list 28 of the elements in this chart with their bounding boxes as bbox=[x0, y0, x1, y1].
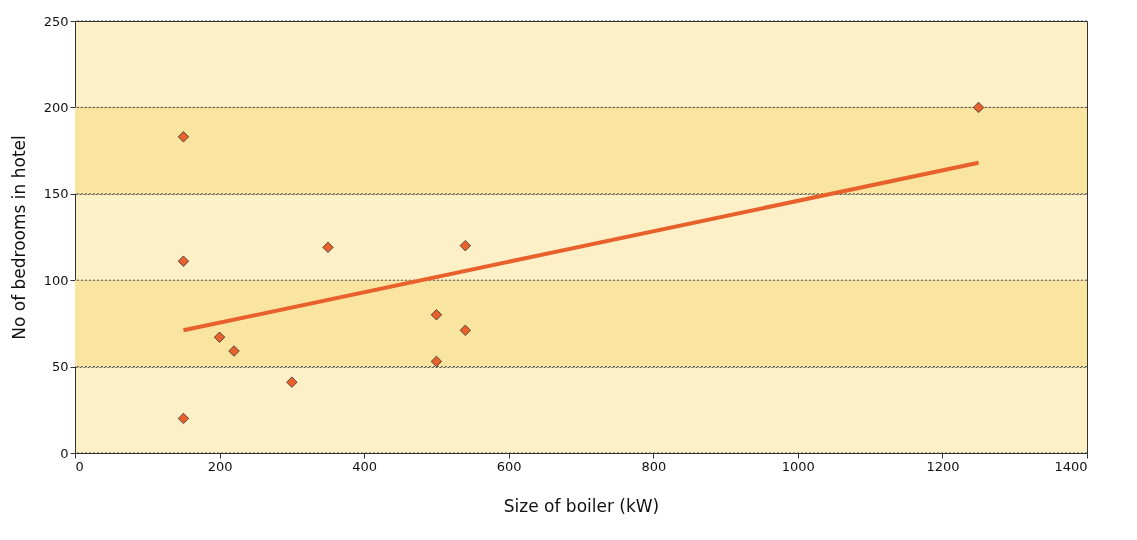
point bbox=[430, 355, 443, 368]
x-tick-label: 800 bbox=[641, 458, 667, 474]
y-tick-label: 250 bbox=[43, 13, 69, 29]
x-tick-label: 1000 bbox=[781, 458, 815, 474]
point bbox=[459, 240, 471, 252]
point bbox=[213, 331, 226, 343]
point bbox=[972, 101, 985, 114]
x-tick-label: 0 bbox=[75, 458, 84, 474]
y-axis-title: No of bedrooms in hotel bbox=[8, 135, 29, 340]
point bbox=[459, 324, 471, 336]
y-tick-label: 200 bbox=[43, 99, 69, 115]
x-tick-label: 1400 bbox=[1054, 458, 1088, 474]
y-tick-label: 0 bbox=[60, 445, 69, 461]
point bbox=[228, 345, 240, 357]
x-axis-title: Size of boiler (kW) bbox=[503, 495, 660, 516]
x-tick-label: 400 bbox=[352, 458, 378, 474]
point bbox=[286, 376, 298, 388]
point bbox=[177, 131, 190, 143]
y-tick-label: 100 bbox=[43, 272, 69, 288]
point bbox=[177, 412, 190, 425]
point bbox=[322, 241, 334, 254]
x-tick-label: 1200 bbox=[926, 458, 960, 474]
point bbox=[177, 255, 190, 267]
x-tick-label: 200 bbox=[207, 458, 233, 474]
x-tick-label: 600 bbox=[496, 458, 522, 474]
y-tick-label: 150 bbox=[43, 186, 69, 202]
y-tick-label: 50 bbox=[51, 359, 69, 375]
point bbox=[430, 309, 443, 321]
